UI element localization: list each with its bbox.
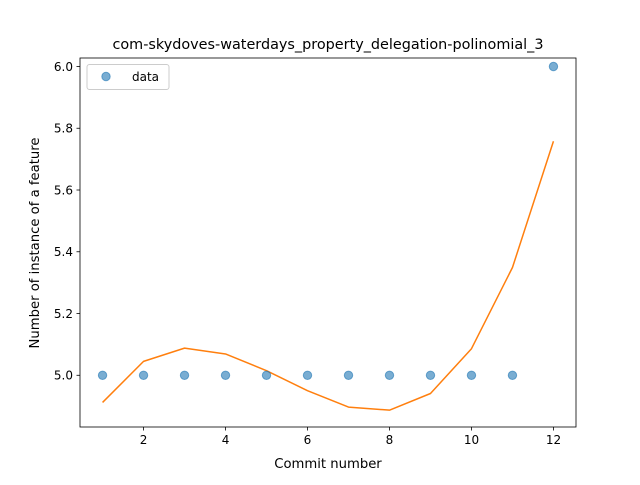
data-point [343, 370, 354, 380]
legend-label: data [132, 70, 159, 84]
data-point [466, 370, 477, 380]
x-tick-label: 8 [386, 433, 394, 447]
data-point [138, 370, 149, 380]
y-tick-label: 5.6 [54, 183, 73, 197]
x-tick-label: 6 [304, 433, 312, 447]
y-tick-label: 5.2 [54, 307, 73, 321]
data-point [302, 370, 313, 380]
axes-frame [79, 57, 577, 428]
chart-title: com-skydoves-waterdays_property_delegati… [112, 37, 543, 53]
legend-marker [101, 71, 111, 82]
data-point [384, 370, 395, 380]
y-tick-label: 5.4 [54, 245, 73, 259]
x-tick-label: 12 [546, 433, 561, 447]
x-tick-label: 4 [222, 433, 230, 447]
x-axis-label: Commit number [274, 457, 382, 472]
y-tick-label: 5.0 [54, 369, 73, 383]
data-point [548, 61, 559, 72]
legend-frame [86, 64, 170, 90]
data-point [507, 370, 518, 380]
fit-line [102, 140, 555, 411]
y-tick-label: 6.0 [54, 60, 73, 74]
legend: data [86, 64, 170, 90]
plot-area: 2 4 6 8 10 12 5.0 5.2 5.4 5.6 5.8 6.0 data [54, 57, 577, 447]
data-point [261, 370, 272, 380]
y-axis-label: Number of instance of a feature [28, 138, 43, 349]
data-point [220, 370, 231, 380]
y-tick-label: 5.8 [54, 122, 73, 136]
x-tick-label: 2 [140, 433, 148, 447]
data-point [179, 370, 190, 380]
data-point [425, 370, 436, 380]
data-point [97, 370, 108, 380]
x-tick-label: 10 [464, 433, 479, 447]
